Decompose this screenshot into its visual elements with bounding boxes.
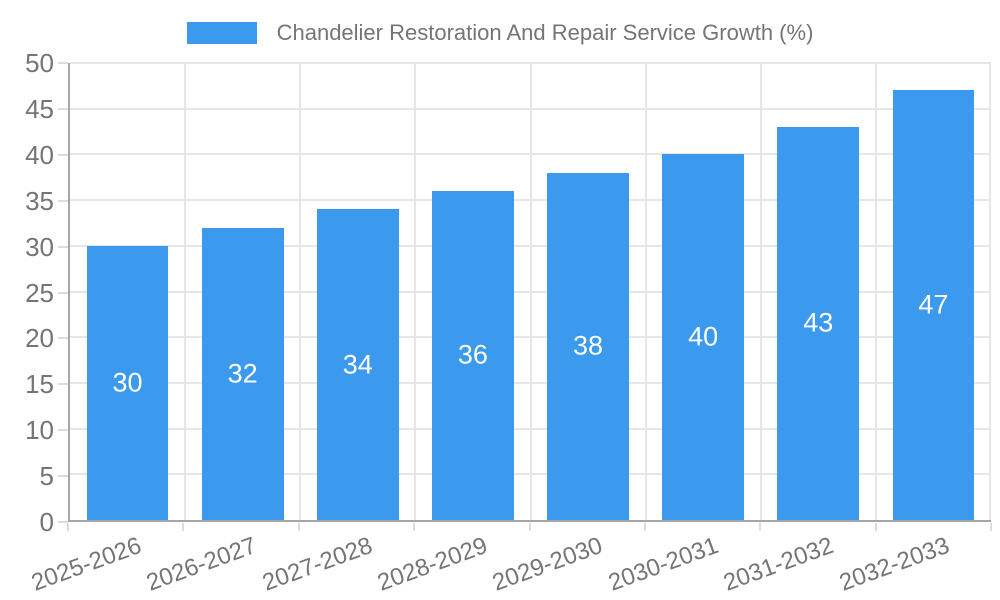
y-tick-label: 40 (25, 139, 54, 170)
x-tick-label: 2031-2032 (720, 532, 838, 597)
v-gridline (184, 63, 187, 520)
bar[interactable]: 43 (777, 126, 860, 520)
v-gridline (759, 63, 762, 520)
legend-label[interactable]: Chandelier Restoration And Repair Servic… (276, 20, 814, 45)
y-tick-label: 0 (39, 507, 54, 537)
plot-area: 30 32 34 36 38 40 43 47 (68, 62, 991, 522)
x-tick-mark (413, 523, 416, 531)
v-gridline (644, 63, 647, 520)
bar[interactable]: 34 (316, 209, 399, 520)
x-tick-label: 2030-2031 (604, 532, 722, 597)
bar[interactable]: 40 (662, 154, 745, 520)
y-tick-label: 5 (39, 461, 54, 492)
v-gridline (874, 63, 877, 520)
y-tick-mark (58, 475, 68, 478)
bar-value-label: 38 (573, 330, 604, 361)
bar[interactable]: 32 (201, 227, 284, 520)
bar-value-label: 43 (803, 307, 834, 338)
legend: Chandelier Restoration And Repair Servic… (0, 14, 1000, 52)
y-tick-mark (58, 107, 68, 110)
bar[interactable]: 38 (547, 172, 629, 520)
x-tick-mark (874, 523, 877, 531)
y-tick-mark (58, 62, 68, 64)
bar[interactable]: 47 (892, 90, 975, 520)
y-tick-label: 45 (25, 93, 54, 124)
bar-value-label: 47 (918, 289, 949, 320)
x-tick-label: 2025-2026 (27, 532, 145, 597)
y-tick-mark (58, 383, 68, 386)
bar-value-label: 34 (342, 349, 373, 380)
x-tick-label: 2028-2029 (373, 532, 492, 597)
legend-swatch[interactable] (186, 22, 257, 44)
y-tick-label: 25 (25, 277, 54, 308)
y-tick-label: 20 (25, 323, 54, 354)
x-tick-mark (990, 523, 992, 531)
v-gridline (529, 63, 532, 520)
y-tick-mark (58, 521, 68, 523)
y-tick-mark (58, 153, 68, 156)
bar-value-label: 36 (457, 339, 488, 370)
y-tick-label: 10 (25, 415, 54, 446)
x-tick-mark (297, 523, 300, 531)
x-tick-label: 2026-2027 (143, 532, 261, 597)
bar-value-label: 32 (227, 358, 258, 389)
y-tick-mark (58, 429, 68, 432)
bar-value-label: 30 (112, 367, 143, 398)
x-tick-mark (182, 523, 185, 531)
y-tick-label: 15 (25, 369, 54, 400)
y-tick-label: 30 (25, 231, 54, 262)
x-tick-mark (759, 523, 762, 531)
x-tick-mark (528, 523, 531, 531)
y-tick-mark (58, 245, 68, 248)
x-tick-mark (67, 523, 69, 531)
y-tick-mark (58, 291, 68, 294)
y-tick-label: 50 (25, 48, 54, 78)
v-gridline (989, 63, 991, 520)
bar-value-label: 40 (688, 321, 719, 352)
x-tick-label: 2029-2030 (489, 532, 607, 597)
x-tick-mark (643, 523, 646, 531)
y-tick-label: 35 (25, 185, 54, 216)
v-gridline (414, 63, 417, 520)
bar[interactable]: 36 (432, 190, 514, 520)
bar[interactable]: 30 (86, 245, 169, 520)
y-tick-mark (58, 337, 68, 340)
y-tick-mark (58, 199, 68, 202)
v-gridline (299, 63, 302, 520)
x-tick-label: 2032-2033 (835, 532, 953, 597)
x-tick-label: 2027-2028 (258, 532, 376, 597)
